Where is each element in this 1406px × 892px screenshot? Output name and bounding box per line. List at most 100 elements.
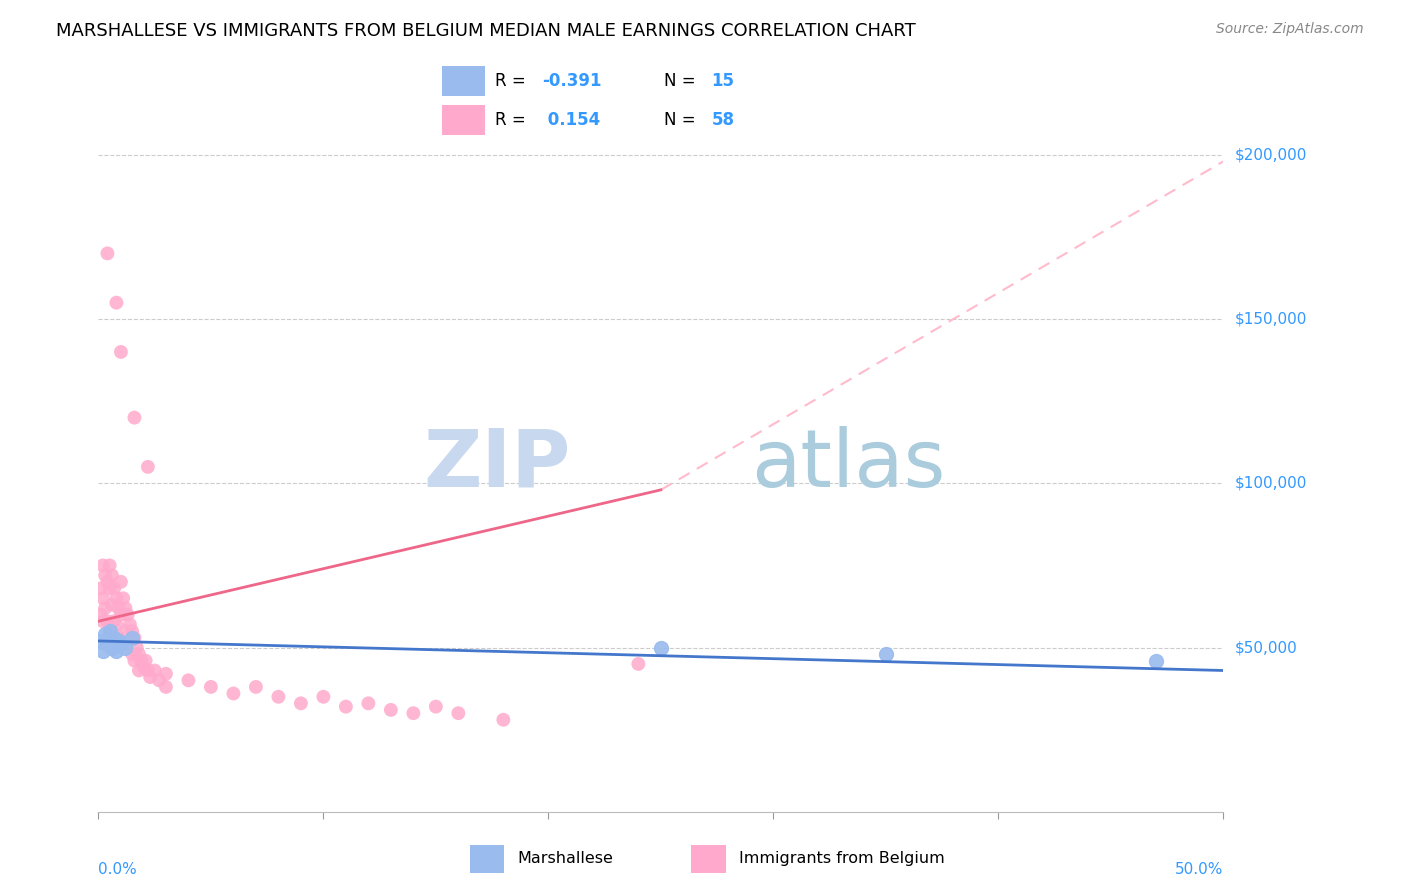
Point: [380, 703, 402, 717]
Point: [121, 624, 143, 639]
Point: [335, 699, 357, 714]
Point: [98, 582, 121, 596]
Text: $100,000: $100,000: [1234, 475, 1306, 491]
Point: [357, 696, 380, 710]
Point: [107, 631, 129, 645]
Text: 0.0%: 0.0%: [98, 863, 138, 878]
Point: [267, 690, 290, 704]
Point: [94, 601, 117, 615]
Point: [148, 673, 170, 688]
Point: [112, 591, 135, 606]
Point: [107, 634, 129, 648]
Point: [114, 640, 136, 655]
Point: [105, 591, 128, 606]
Text: $50,000: $50,000: [1234, 640, 1298, 655]
Point: [110, 607, 132, 622]
Point: [200, 680, 222, 694]
Point: [103, 582, 125, 596]
Point: [101, 640, 124, 655]
Point: [94, 627, 117, 641]
Point: [492, 713, 515, 727]
Point: [136, 459, 159, 474]
Point: [128, 647, 150, 661]
Point: [124, 631, 146, 645]
Point: [155, 666, 177, 681]
Point: [101, 598, 124, 612]
Point: [627, 657, 650, 671]
Point: [101, 568, 124, 582]
FancyBboxPatch shape: [470, 845, 505, 872]
Point: [105, 617, 128, 632]
Point: [91, 558, 114, 573]
Point: [90, 634, 112, 648]
Text: MARSHALLESE VS IMMIGRANTS FROM BELGIUM MEDIAN MALE EARNINGS CORRELATION CHART: MARSHALLESE VS IMMIGRANTS FROM BELGIUM M…: [56, 22, 915, 40]
Point: [96, 614, 118, 628]
Text: 50.0%: 50.0%: [1175, 863, 1223, 878]
Point: [121, 631, 143, 645]
Text: 0.154: 0.154: [543, 111, 600, 128]
Point: [105, 644, 128, 658]
Text: N =: N =: [664, 72, 702, 90]
Text: atlas: atlas: [751, 425, 945, 504]
Point: [875, 647, 897, 661]
Text: ZIP: ZIP: [423, 425, 571, 504]
Point: [114, 601, 136, 615]
Point: [107, 601, 129, 615]
Point: [118, 617, 141, 632]
Point: [103, 614, 125, 628]
FancyBboxPatch shape: [441, 66, 485, 96]
Point: [91, 614, 114, 628]
FancyBboxPatch shape: [441, 104, 485, 135]
Point: [402, 706, 425, 721]
Text: R =: R =: [495, 72, 531, 90]
Point: [96, 574, 118, 589]
Text: 58: 58: [711, 111, 734, 128]
Point: [91, 591, 114, 606]
Point: [96, 246, 118, 260]
Point: [143, 664, 166, 678]
Point: [105, 295, 128, 310]
Point: [177, 673, 200, 688]
Point: [245, 680, 267, 694]
Point: [135, 654, 157, 668]
Text: R =: R =: [495, 111, 531, 128]
Point: [650, 640, 672, 655]
Text: $200,000: $200,000: [1234, 147, 1306, 162]
Point: [110, 637, 132, 651]
Point: [98, 624, 121, 639]
Point: [110, 345, 132, 359]
Point: [121, 647, 143, 661]
Point: [124, 654, 146, 668]
Point: [124, 410, 146, 425]
Point: [110, 574, 132, 589]
Point: [129, 654, 152, 668]
FancyBboxPatch shape: [692, 845, 725, 872]
Text: $150,000: $150,000: [1234, 311, 1306, 326]
Point: [96, 637, 118, 651]
Text: Marshallese: Marshallese: [517, 851, 613, 866]
Point: [117, 607, 139, 622]
Point: [98, 558, 121, 573]
Text: 15: 15: [711, 72, 734, 90]
Point: [98, 624, 121, 639]
Point: [447, 706, 470, 721]
Point: [136, 664, 159, 678]
Point: [425, 699, 447, 714]
Text: -0.391: -0.391: [543, 72, 602, 90]
Point: [290, 696, 312, 710]
Point: [91, 644, 114, 658]
Point: [1144, 654, 1167, 668]
Point: [132, 660, 155, 674]
Point: [103, 631, 125, 645]
Point: [139, 670, 162, 684]
Point: [125, 640, 148, 655]
Point: [312, 690, 335, 704]
Text: Source: ZipAtlas.com: Source: ZipAtlas.com: [1216, 22, 1364, 37]
Text: N =: N =: [664, 111, 702, 128]
Point: [114, 624, 136, 639]
Point: [128, 664, 150, 678]
Text: Immigrants from Belgium: Immigrants from Belgium: [738, 851, 945, 866]
Point: [90, 582, 112, 596]
Point: [222, 686, 245, 700]
Point: [90, 607, 112, 622]
